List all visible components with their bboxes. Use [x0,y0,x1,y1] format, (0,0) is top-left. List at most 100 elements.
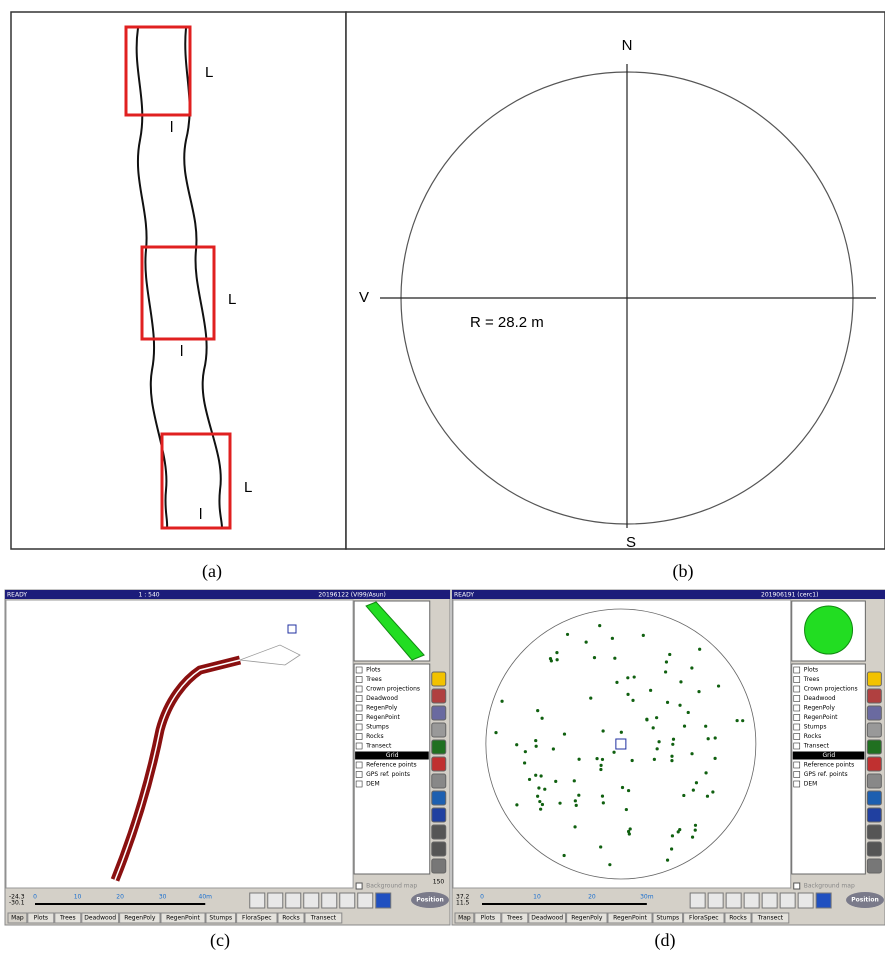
layer-name[interactable]: DEM [366,781,380,788]
tool-button[interactable] [431,722,447,738]
map-tool[interactable] [797,892,814,909]
layer-checkbox[interactable] [355,685,363,693]
map-tool[interactable] [707,892,724,909]
tab[interactable] [454,912,475,924]
tab-label[interactable]: Plots [34,915,48,922]
map-tool[interactable] [689,892,706,909]
tool-button[interactable] [431,671,447,687]
layer-name[interactable]: Stumps [804,724,827,731]
tab-label[interactable]: RegenPoly [124,915,156,922]
layer-name[interactable]: RegenPoly [804,705,836,712]
layer-name[interactable]: DEM [804,781,818,788]
background-map[interactable]: Background map [804,883,855,890]
tab-label[interactable]: Map [11,915,24,922]
layer-name[interactable]: Crown projections [804,686,858,693]
layer-checkbox[interactable] [793,723,801,731]
tab[interactable] [724,912,752,924]
map-tool[interactable] [779,892,796,909]
layer-name[interactable]: Crown projections [366,686,420,693]
tool-button[interactable] [431,841,447,857]
background-check[interactable] [793,882,801,890]
tool-button[interactable] [431,705,447,721]
tab-label[interactable]: Stumps [656,915,679,922]
layer-name[interactable]: Plots [804,667,818,674]
layer-checkbox[interactable] [793,676,801,683]
position-button[interactable] [411,892,449,908]
layer-checkbox[interactable] [355,761,363,769]
tab-label[interactable]: Deadwood [531,915,563,922]
tab-label[interactable]: Transect [757,915,784,922]
tool-button[interactable] [431,807,447,823]
map-tool[interactable] [321,892,338,909]
tool-button[interactable] [431,739,447,755]
tool-button[interactable] [866,722,882,738]
map-tool[interactable] [285,892,302,909]
tool-button[interactable] [431,790,447,806]
tool-button[interactable] [431,688,447,704]
tab[interactable] [81,912,120,924]
tab-label[interactable]: FloraSpec [242,915,272,922]
tab-label[interactable]: RegenPoly [571,915,603,922]
layer-checkbox[interactable] [355,666,363,674]
tab[interactable] [7,912,28,924]
tool-button[interactable] [431,858,447,874]
map-tool[interactable] [339,892,356,909]
tool-button[interactable] [866,756,882,772]
tool-button[interactable] [866,841,882,857]
layer-checkbox[interactable] [355,704,363,712]
map-tool[interactable] [267,892,284,909]
tool-button[interactable] [866,807,882,823]
tab[interactable] [751,912,790,924]
background-check[interactable] [355,882,363,890]
tab[interactable] [652,912,684,924]
layer-name[interactable]: Plots [366,667,380,674]
layer-name[interactable]: GPS ref. points [804,771,848,778]
layer-name[interactable]: Transect [365,743,392,750]
tab[interactable] [607,912,653,924]
layer-name[interactable]: RegenPoly [366,705,398,712]
tab-label[interactable]: RegenPoint [166,915,200,922]
tab-label[interactable]: RegenPoint [613,915,647,922]
layer-checkbox[interactable] [355,733,363,740]
tool-button[interactable] [866,858,882,874]
layer-checkbox[interactable] [793,771,801,778]
position-label[interactable]: Position [851,897,878,904]
tab[interactable] [27,912,55,924]
layer-checkbox[interactable] [355,780,363,788]
tab[interactable] [277,912,305,924]
position-label[interactable]: Position [416,897,443,904]
tab-label[interactable]: Transect [310,915,337,922]
layer-checkbox[interactable] [793,685,801,693]
layer-name[interactable]: RegenPoint [804,714,838,721]
tab-label[interactable]: Rocks [729,915,746,922]
background-map[interactable]: Background map [366,883,417,890]
layer-name[interactable]: Reference points [804,762,855,769]
tab[interactable] [54,912,82,924]
tab-label[interactable]: Trees [506,915,523,922]
map-tool[interactable] [249,892,266,909]
tool-button[interactable] [866,705,882,721]
tab[interactable] [119,912,161,924]
layer-checkbox[interactable] [355,742,363,750]
layer-checkbox[interactable] [793,742,801,750]
tab-label[interactable]: Rocks [282,915,299,922]
tab[interactable] [566,912,608,924]
layer-checkbox[interactable] [793,733,801,740]
map-tool[interactable] [743,892,760,909]
layer-checkbox[interactable] [793,666,801,674]
map-tool[interactable] [725,892,742,909]
tool-button[interactable] [866,824,882,840]
layer-name[interactable]: Trees [803,676,820,683]
layer-name[interactable]: Deadwood [366,695,398,702]
layer-name[interactable]: Deadwood [804,695,836,702]
tab[interactable] [236,912,278,924]
tool-button[interactable] [866,773,882,789]
layer-checkbox[interactable] [355,771,363,778]
layer-checkbox[interactable] [355,714,363,721]
tool-button[interactable] [431,824,447,840]
layer-name[interactable]: Trees [365,676,382,683]
tool-button[interactable] [866,739,882,755]
layer-name[interactable]: Stumps [366,724,389,731]
tool-button[interactable] [431,773,447,789]
tab-label[interactable]: Plots [481,915,495,922]
